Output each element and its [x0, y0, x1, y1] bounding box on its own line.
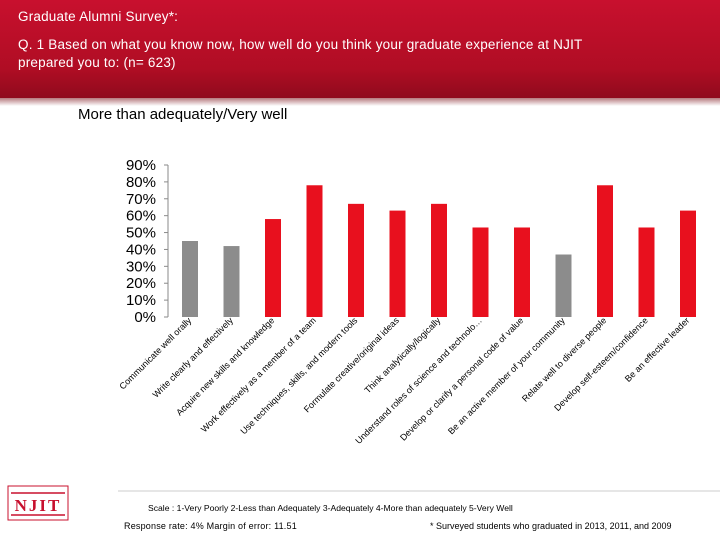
y-tick-label: 80%: [126, 174, 156, 191]
y-tick-label: 0%: [134, 309, 156, 326]
header-shadow: [0, 98, 720, 106]
title-line-2: Q. 1 Based on what you know now, how wel…: [18, 37, 583, 52]
scale-legend: Scale : 1-Very Poorly 2-Less than Adequa…: [148, 503, 513, 513]
y-tick-label: 60%: [126, 208, 156, 225]
title-line-3: prepared you to: (n= 623): [18, 55, 176, 70]
bar: [680, 210, 696, 317]
chart-subheader: More than adequately/Very well: [78, 106, 288, 123]
x-tick-label: Write clearly and effectively: [151, 315, 236, 400]
bar: [389, 210, 406, 317]
title-line-1: Graduate Alumni Survey*:: [18, 9, 179, 24]
survey-note: * Surveyed students who graduated in 201…: [430, 521, 672, 531]
bar: [223, 246, 240, 317]
y-tick-label: 20%: [126, 275, 156, 292]
y-tick-label: 10%: [126, 292, 156, 309]
y-tick-label: 90%: [126, 157, 156, 174]
bar: [597, 185, 613, 317]
x-tick-label: Communicate well orally: [117, 315, 193, 391]
y-tick-label: 30%: [126, 258, 156, 275]
y-axis: 0%10%20%30%40%50%60%70%80%90%: [126, 157, 169, 326]
bar: [472, 227, 489, 317]
njit-logo: NJIT: [6, 482, 70, 524]
bar-chart: 0%10%20%30%40%50%60%70%80%90% Communicat…: [117, 157, 696, 446]
header-banner: Graduate Alumni Survey*: Q. 1 Based on w…: [0, 0, 720, 98]
y-tick-label: 40%: [126, 241, 156, 258]
y-tick-label: 50%: [126, 225, 156, 242]
response-rate: Response rate: 4% Margin of error: 11.51: [124, 521, 297, 531]
bar: [348, 203, 364, 317]
bar: [638, 227, 655, 317]
bar: [265, 219, 281, 317]
bar: [306, 185, 323, 317]
bar: [431, 203, 447, 317]
footer-divider: [118, 490, 720, 492]
x-tick-label: Relate well to diverse people: [520, 315, 608, 403]
x-tick-label: Think analytically/logically: [362, 315, 442, 395]
bar: [182, 241, 198, 317]
logo-text: NJIT: [15, 496, 62, 515]
bar: [514, 227, 530, 317]
y-tick-label: 70%: [126, 191, 156, 208]
bars: [182, 185, 696, 317]
bar: [555, 254, 572, 317]
